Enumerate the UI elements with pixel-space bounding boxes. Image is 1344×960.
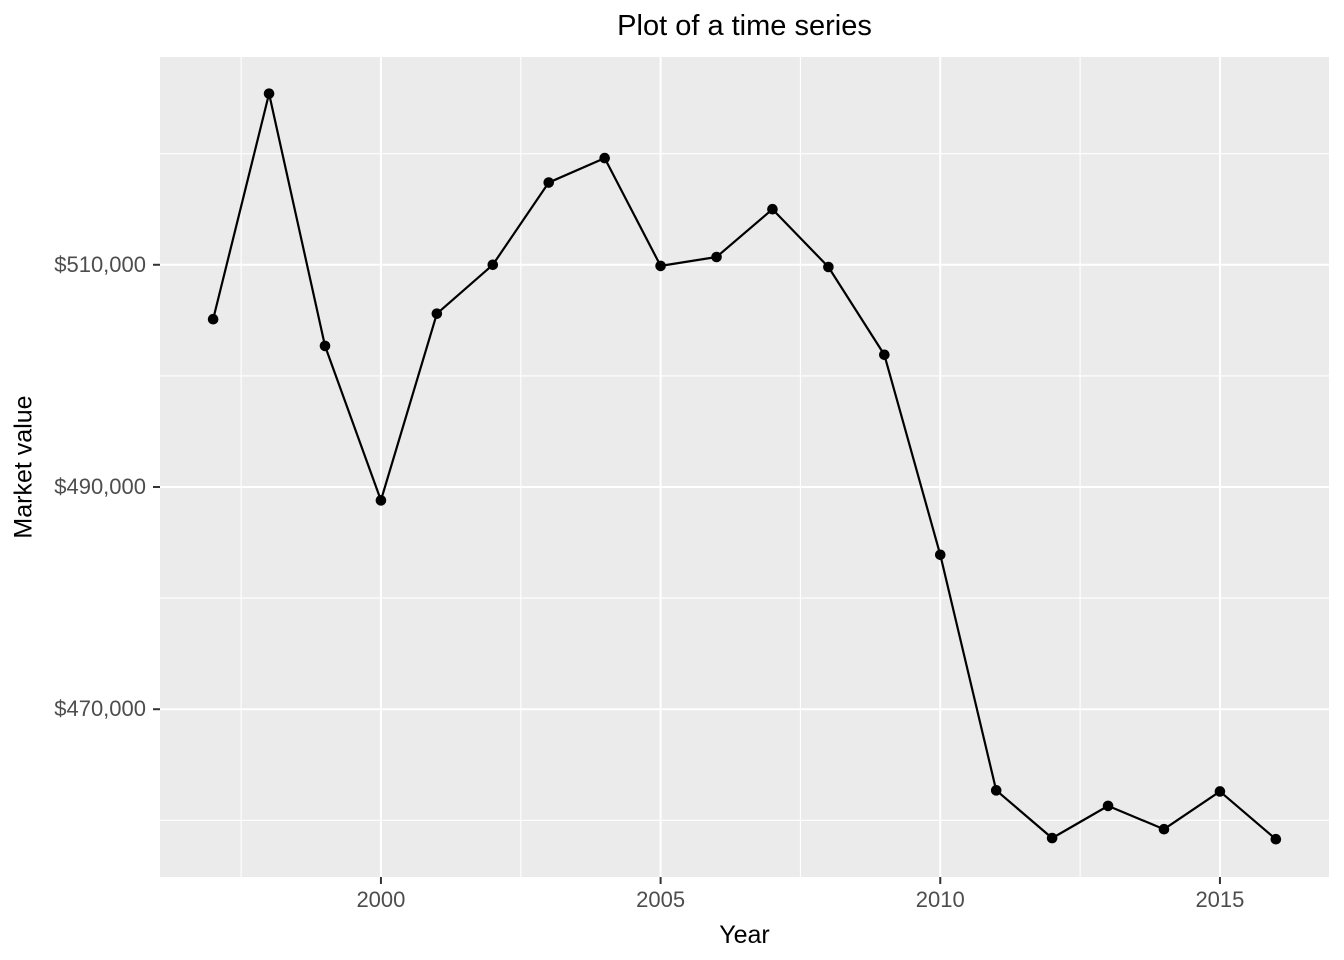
data-point — [655, 260, 666, 272]
data-point — [934, 549, 946, 561]
data-point — [543, 177, 555, 188]
data-point — [1046, 832, 1058, 844]
x-tick-label: 2005 — [636, 887, 686, 912]
x-tick-label: 2000 — [356, 887, 406, 912]
series-line — [212, 92, 1277, 841]
x-tick-label: 2010 — [915, 887, 965, 912]
data-point — [319, 340, 331, 352]
y-tick-label: $490,000 — [54, 474, 146, 499]
data-point — [207, 313, 219, 325]
data-point — [711, 251, 722, 263]
y-axis-title: Market value — [9, 395, 38, 539]
data-point — [431, 308, 443, 319]
y-tick-label: $510,000 — [54, 251, 146, 277]
y-tick-label: $470,000 — [54, 696, 146, 722]
data-point — [1214, 786, 1226, 797]
data-point — [263, 88, 275, 99]
x-tick-label: 2015 — [1195, 887, 1245, 912]
data-point — [1158, 823, 1170, 835]
panel-background — [160, 57, 1329, 877]
data-point — [1270, 833, 1282, 845]
data-point — [375, 495, 387, 506]
data-point — [823, 261, 834, 273]
data-point — [767, 203, 778, 215]
data-point — [879, 349, 890, 361]
x-axis-title: Year — [719, 921, 770, 949]
data-point — [1102, 800, 1114, 812]
plot-title: Plot of a time series — [617, 10, 872, 42]
data-point — [487, 259, 499, 271]
data-point — [599, 152, 610, 164]
data-point — [990, 785, 1002, 796]
